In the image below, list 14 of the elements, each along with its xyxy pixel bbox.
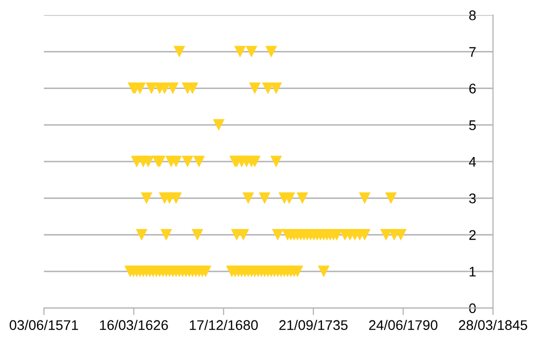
x-tick-label: 16/03/1626	[100, 320, 168, 330]
y-tick-label: 4	[468, 157, 476, 167]
y-tick-label: 8	[469, 10, 476, 20]
y-tick-label: 1	[470, 266, 476, 276]
x-tick-label: 17/12/1680	[190, 320, 258, 330]
x-tick-label: 24/06/1790	[369, 320, 438, 330]
x-tick-label: 28/03/1845	[458, 320, 528, 330]
x-tick-label: 21/09/1735	[279, 320, 348, 330]
y-tick-label: 7	[469, 47, 476, 57]
x-tick-label: 03/06/1571	[10, 320, 78, 330]
y-tick-label: 2	[469, 230, 476, 240]
y-tick-label: 5	[469, 120, 476, 130]
y-tick-label: 3	[469, 194, 476, 204]
y-tick-label: 6	[469, 84, 476, 94]
